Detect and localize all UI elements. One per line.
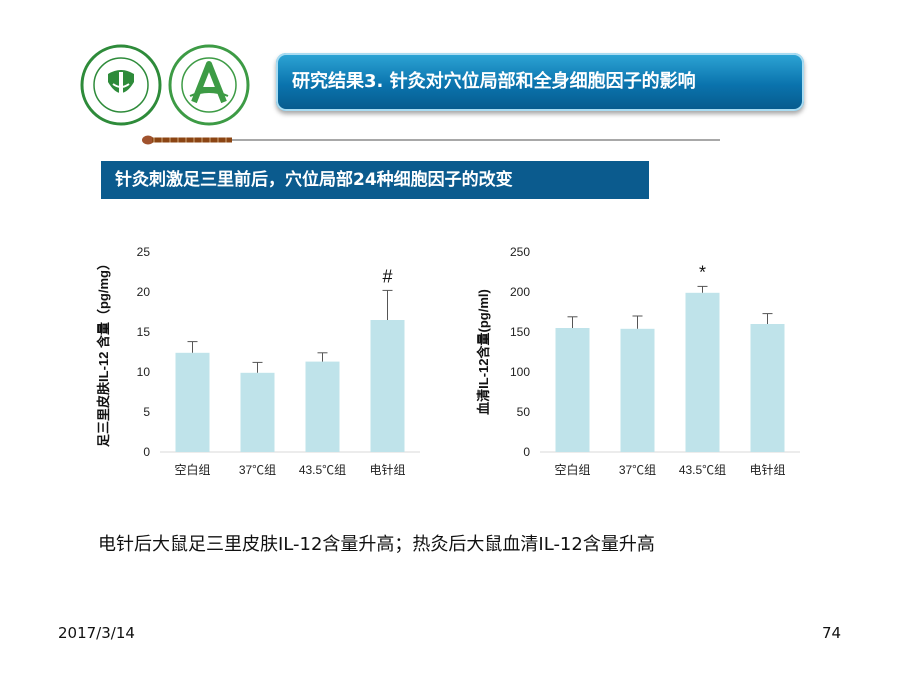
y-tick-label: 100 (510, 365, 530, 379)
bar (370, 320, 405, 452)
y-tick-label: 200 (510, 285, 530, 299)
y-axis-label: 足三里皮肤IL-12 含量（pg/mg） (96, 257, 111, 447)
significance-mark: # (382, 266, 392, 286)
x-tick-label: 43.5℃组 (679, 463, 726, 477)
y-tick-label: 20 (137, 285, 151, 299)
y-tick-label: 0 (143, 445, 150, 459)
bar (305, 361, 340, 452)
serum-il12-bar-chart: 血清IL-12含量(pg/ml) 0 50 100 150 200 250 空白组 37℃组 * 4… (476, 245, 800, 477)
x-tick-label: 电针组 (369, 462, 405, 477)
conclusion-text: 电针后大鼠足三里皮肤IL-12含量升高；热灸后大鼠血清IL-12含量升高 (98, 534, 655, 555)
page-number: 74 (822, 624, 842, 642)
needle-icon (142, 135, 720, 145)
institute-logo (168, 44, 250, 126)
y-tick-label: 150 (510, 325, 530, 339)
x-tick-label: 37℃组 (239, 463, 276, 477)
y-tick-label: 5 (143, 405, 150, 419)
x-tick-label: 电针组 (749, 462, 785, 477)
bar (240, 372, 275, 452)
bar (620, 328, 655, 452)
y-axis-label: 血清IL-12含量(pg/ml) (476, 289, 491, 415)
x-tick-label: 43.5℃组 (299, 463, 346, 477)
page-title: 研究结果3. 针灸对穴位局部和全身细胞因子的影响 (292, 71, 696, 92)
x-tick-label: 空白组 (554, 462, 590, 477)
bar (175, 352, 210, 452)
y-tick-label: 15 (137, 325, 151, 339)
subtitle-banner: 针灸刺激足三里前后，穴位局部24种细胞因子的改变 (101, 161, 649, 199)
y-tick-label: 250 (510, 245, 530, 259)
bar (555, 328, 590, 452)
significance-mark: * (699, 262, 706, 282)
skin-il12-bar-chart: 足三里皮肤IL-12 含量（pg/mg） 0 5 10 15 20 25 空白组 37℃组 43.… (96, 245, 420, 477)
y-tick-label: 25 (137, 245, 151, 259)
title-banner: 研究结果3. 针灸对穴位局部和全身细胞因子的影响 (276, 53, 804, 111)
bar (750, 324, 785, 452)
x-tick-label: 37℃组 (619, 463, 656, 477)
bar (685, 292, 720, 452)
academy-logo (80, 44, 162, 126)
y-tick-label: 0 (523, 445, 530, 459)
section-subtitle: 针灸刺激足三里前后，穴位局部24种细胞因子的改变 (115, 170, 513, 190)
y-tick-label: 50 (517, 405, 531, 419)
y-tick-label: 10 (137, 365, 151, 379)
slide-date: 2017/3/14 (58, 624, 135, 642)
x-tick-label: 空白组 (174, 462, 210, 477)
